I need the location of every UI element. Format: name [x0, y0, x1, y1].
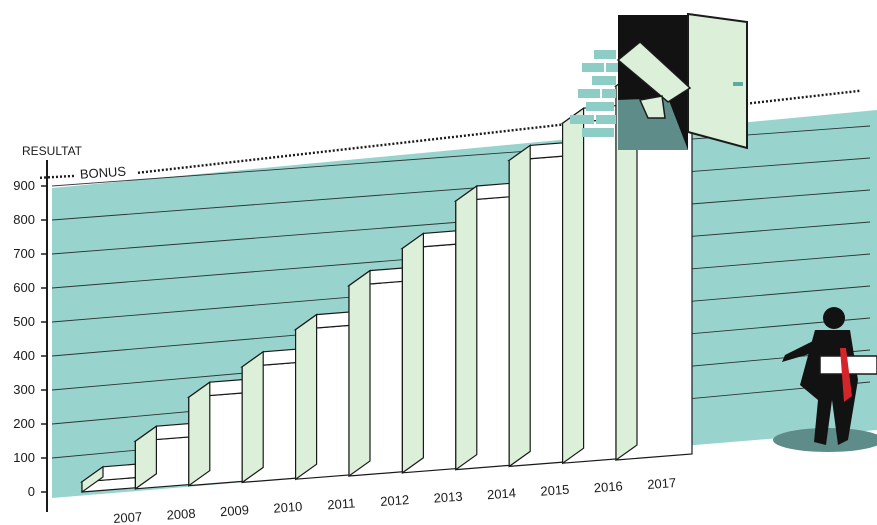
brick-wall: [570, 50, 618, 137]
x-tick-label: 2017: [647, 475, 677, 492]
hand-icon: [638, 95, 666, 119]
bar-side: [241, 350, 264, 484]
y-tick-label: 300: [13, 382, 35, 397]
y-ticks: 0 100 200 300 400 500 600 700 800 900: [13, 178, 47, 499]
x-tick-label: 2013: [433, 489, 463, 506]
x-ticks: 2007 2008 2009 2010 2011 2012 2013 2014 2015 2016…: [113, 475, 677, 525]
y-tick-label: 500: [13, 314, 35, 329]
y-tick-label: 900: [13, 178, 35, 193]
y-tick-label: 100: [13, 450, 35, 465]
door-panel: [687, 12, 748, 150]
door-knob-icon: [733, 82, 743, 86]
grid-line: [51, 157, 871, 221]
reaching-arm: [616, 41, 692, 103]
bar-side: [401, 232, 424, 474]
bar-side: [81, 465, 104, 494]
x-tick-label: 2015: [540, 482, 570, 499]
x-tick-label: 2014: [487, 485, 517, 502]
y-tick-label: 0: [28, 484, 35, 499]
y-tick-label: 200: [13, 416, 35, 431]
bar-side: [508, 144, 531, 468]
doorway-floor: [618, 98, 688, 150]
x-tick-label: 2012: [380, 492, 410, 509]
x-tick-label: 2008: [166, 506, 196, 523]
bar-side: [348, 269, 371, 478]
x-tick-label: 2007: [113, 509, 143, 525]
bar-side: [561, 107, 585, 465]
bonus-line-segment: [39, 174, 77, 179]
bars: [79, 64, 716, 494]
y-tick-label: 800: [13, 212, 35, 227]
bonus-label: BONUS: [79, 164, 126, 182]
figure-tie: [840, 348, 852, 402]
bar-side: [455, 184, 478, 471]
x-tick-label: 2010: [273, 499, 303, 516]
x-tick-label: 2016: [593, 478, 623, 495]
bar-side: [134, 425, 157, 490]
bar-side: [295, 313, 318, 481]
bar-side: [188, 381, 211, 487]
door-illustration: [570, 12, 748, 150]
businessman-illustration: [773, 307, 877, 452]
y-tick-label: 700: [13, 246, 35, 261]
x-tick-label: 2009: [220, 502, 250, 519]
y-tick-label: 600: [13, 280, 35, 295]
figure-arm: [782, 340, 816, 362]
y-axis-label: RESULTAT: [22, 144, 83, 158]
figure-head: [823, 307, 845, 329]
y-tick-label: 400: [13, 348, 35, 363]
x-tick-label: 2011: [327, 495, 356, 512]
